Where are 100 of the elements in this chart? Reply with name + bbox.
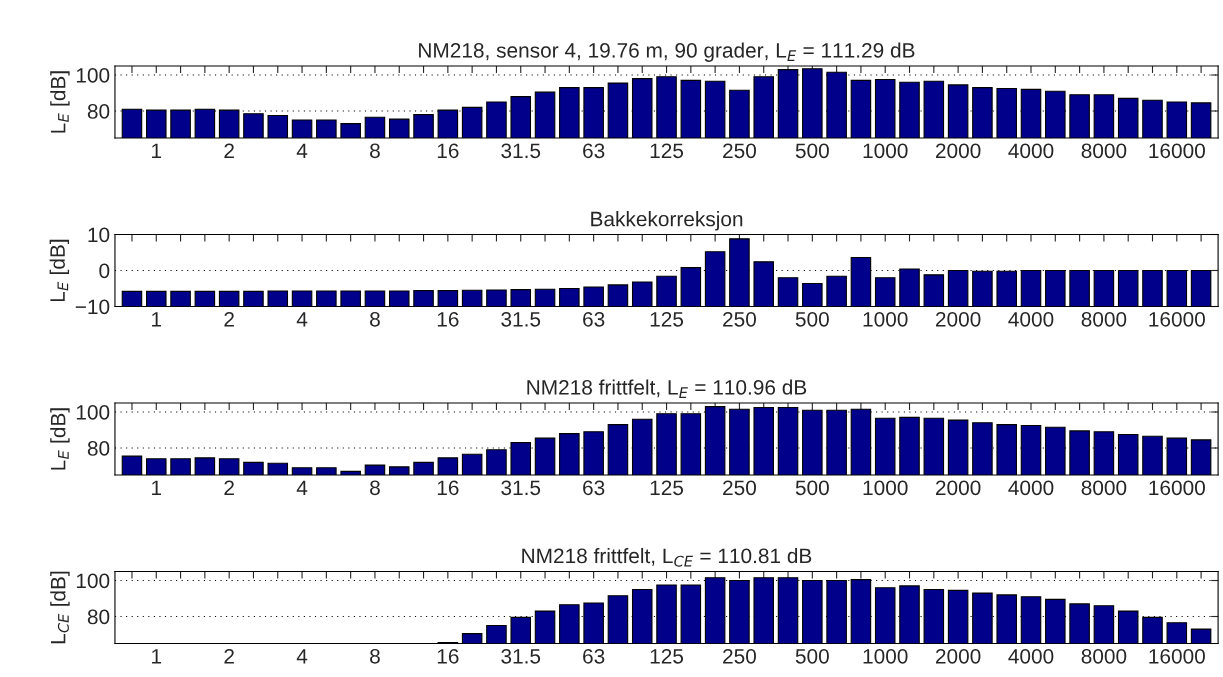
bar	[388, 290, 410, 307]
x-tick-label: 2	[224, 648, 234, 664]
bar	[534, 288, 556, 307]
x-tick-label: 4000	[1008, 648, 1054, 664]
x-tick-label: 31.5	[501, 143, 541, 159]
y-tick-label: 100	[76, 405, 110, 420]
y-tick-label: 80	[87, 441, 110, 456]
bar	[559, 287, 580, 307]
bar	[923, 274, 945, 307]
bar	[461, 289, 483, 307]
x-tick-label: 63	[583, 480, 605, 496]
x-tick-label: 500	[795, 480, 829, 496]
x-tick-label: 8000	[1081, 311, 1127, 327]
bar	[291, 290, 313, 307]
chart-title: NM218, sensor 4, 19.76 m, 90 grader, L$_{E}$ = 111.29 dB	[419, 42, 915, 62]
x-tick-label: 8	[370, 480, 380, 496]
y-tick-label: −10	[75, 299, 110, 315]
x-tick-label: 125	[650, 648, 684, 664]
bar	[899, 268, 920, 307]
x-tick-label: 125	[650, 311, 684, 327]
x-tick-label: 1000	[863, 143, 908, 159]
bar	[802, 282, 823, 307]
y-tick-label: 100	[76, 68, 110, 83]
x-tick-label: 500	[795, 311, 829, 327]
bar	[826, 275, 847, 307]
x-tick-label: 63	[583, 143, 605, 159]
x-tick-label: 4	[296, 480, 308, 495]
chart-title: NM218 frittfelt, L$_{E}$ = 110.96 dB	[527, 379, 807, 398]
bar	[777, 277, 799, 307]
x-tick-label: 1	[152, 312, 162, 327]
bar	[607, 284, 629, 307]
y-tick-label: 80	[87, 104, 110, 119]
bar	[121, 290, 143, 307]
x-tick-label: 125	[650, 480, 684, 496]
x-tick-label: 16000	[1149, 311, 1205, 327]
bar	[583, 286, 604, 307]
bar	[267, 290, 289, 307]
x-tick-label: 16000	[1149, 648, 1205, 664]
x-tick-label: 1000	[863, 311, 908, 327]
x-tick-label: 500	[795, 648, 829, 664]
bar	[486, 289, 507, 307]
x-tick-label: 16000	[1149, 480, 1205, 496]
x-tick-label: 1000	[863, 480, 908, 496]
x-tick-label: 63	[583, 311, 605, 327]
bar	[631, 281, 653, 307]
bar	[413, 290, 434, 307]
y-tick-label: 100	[76, 573, 110, 589]
bar	[874, 277, 896, 307]
x-tick-label: 63	[583, 648, 605, 664]
bar	[340, 290, 361, 307]
x-tick-label: 16000	[1149, 143, 1205, 159]
x-tick-label: 250	[723, 311, 756, 327]
bar	[243, 290, 264, 307]
y-axis-title: L$_{CE}$ [dB]	[50, 571, 70, 644]
x-tick-label: 4000	[1008, 311, 1054, 327]
x-tick-label: 2000	[935, 480, 981, 496]
x-tick-label: 4000	[1008, 143, 1054, 159]
bar	[1190, 269, 1212, 307]
x-tick-label: 16	[437, 648, 459, 664]
x-tick-label: 4	[296, 312, 308, 327]
y-tick-label: 0	[99, 263, 110, 279]
x-tick-label: 31.5	[501, 648, 541, 664]
x-tick-label: 1	[152, 143, 162, 158]
x-tick-label: 8	[370, 143, 380, 159]
x-tick-label: 31.5	[501, 480, 541, 496]
y-tick-label: 80	[87, 609, 110, 625]
x-tick-label: 2000	[935, 311, 981, 327]
y-axis-title: L$_{E}$ [dB]	[50, 408, 70, 470]
x-tick-label: 16	[437, 480, 459, 496]
y-axis-title: L$_{E}$ [dB]	[50, 71, 70, 133]
x-tick-label: 250	[723, 648, 756, 664]
x-tick-label: 16	[437, 143, 459, 159]
bar	[510, 289, 532, 307]
x-tick-label: 2	[224, 143, 234, 158]
x-tick-label: 4000	[1008, 480, 1054, 496]
bar	[364, 290, 386, 307]
x-tick-label: 4	[296, 649, 308, 664]
y-axis-title: L$_{E}$ [dB]	[49, 239, 70, 302]
x-tick-label: 250	[723, 480, 756, 496]
x-tick-label: 2000	[935, 648, 981, 664]
x-tick-label: 31.5	[501, 311, 541, 327]
bar	[437, 290, 459, 307]
bar	[194, 290, 216, 307]
chart-title: Bakkekorreksjon	[591, 211, 743, 231]
x-tick-label: 8000	[1081, 648, 1127, 664]
x-tick-label: 8000	[1081, 143, 1127, 159]
bar	[316, 290, 337, 307]
bar	[170, 290, 191, 307]
x-tick-label: 2	[224, 480, 234, 495]
x-tick-label: 8000	[1081, 480, 1127, 496]
bar	[656, 275, 677, 307]
x-tick-label: 2	[224, 311, 234, 327]
bar	[145, 290, 167, 307]
x-tick-label: 125	[650, 143, 684, 159]
x-tick-label: 1000	[863, 648, 908, 664]
x-tick-label: 16	[437, 311, 459, 327]
x-tick-label: 8	[370, 648, 380, 664]
x-tick-label: 1	[152, 480, 162, 495]
x-tick-label: 8	[370, 311, 380, 327]
x-tick-label: 1	[152, 649, 162, 664]
